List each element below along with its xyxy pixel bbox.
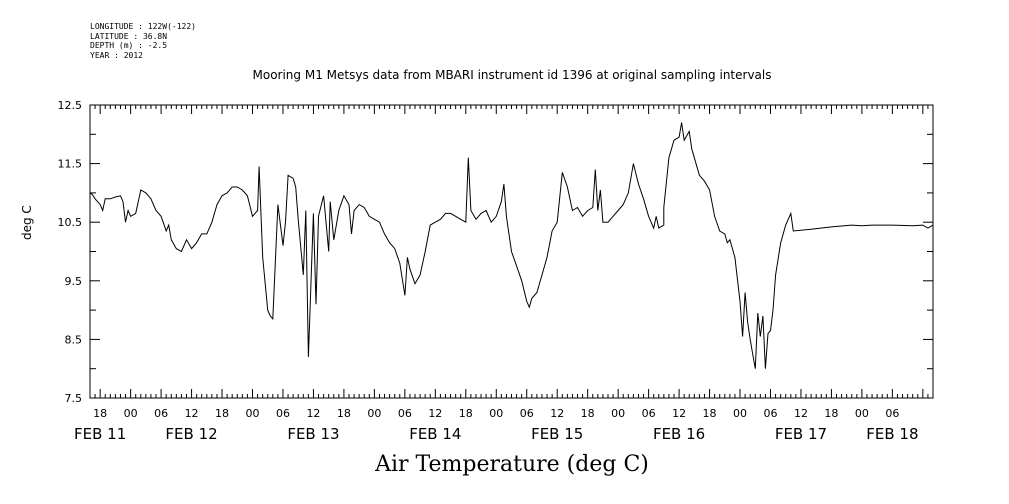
x-tick-label: 00	[367, 407, 381, 420]
metadata-block: LONGITUDE : 122W(-122) LATITUDE : 36.8N …	[90, 22, 196, 60]
latitude-text: LATITUDE : 36.8N	[90, 31, 168, 41]
x-tick-label: 12	[794, 407, 808, 420]
series-line-air-temperature	[89, 122, 934, 369]
depth-text: DEPTH (m) : -2.5	[90, 41, 168, 50]
x-tick-label: 00	[489, 407, 503, 420]
x-date-label: FEB 17	[775, 425, 827, 443]
x-date-label: FEB 14	[409, 425, 461, 443]
y-tick-label: 10.5	[58, 216, 83, 229]
x-date-label: FEB 18	[866, 425, 918, 443]
y-tick-label: 8.5	[65, 333, 83, 346]
x-tick-label: 12	[306, 407, 320, 420]
x-tick-label: 06	[154, 407, 168, 420]
x-tick-label: 12	[672, 407, 686, 420]
x-date-label: FEB 16	[653, 425, 705, 443]
x-tick-label: 06	[520, 407, 534, 420]
x-tick-label: 00	[246, 407, 260, 420]
x-tick-label: 18	[337, 407, 351, 420]
x-tick-label: 06	[642, 407, 656, 420]
x-tick-label: 00	[611, 407, 625, 420]
x-tick-label: 18	[93, 407, 107, 420]
x-tick-label: 06	[763, 407, 777, 420]
x-date-label: FEB 13	[287, 425, 339, 443]
x-tick-label: 18	[459, 407, 473, 420]
x-date-label: FEB 15	[531, 425, 583, 443]
x-tick-label: 12	[185, 407, 199, 420]
x-tick-label: 12	[428, 407, 442, 420]
x-date-label: FEB 11	[74, 425, 126, 443]
x-tick-label: 06	[276, 407, 290, 420]
x-tick-label: 00	[855, 407, 869, 420]
chart-title: Mooring M1 Metsys data from MBARI instru…	[252, 68, 772, 82]
x-tick-label: 12	[550, 407, 564, 420]
year-text: YEAR : 2012	[90, 50, 143, 60]
y-tick-label: 12.5	[58, 99, 83, 112]
x-tick-label: 06	[398, 407, 412, 420]
x-tick-label: 00	[733, 407, 747, 420]
y-tick-label: 11.5	[58, 158, 83, 171]
x-tick-label: 06	[885, 407, 899, 420]
y-tick-label: 9.5	[65, 275, 83, 288]
x-tick-label: 18	[581, 407, 595, 420]
longitude-text: LONGITUDE : 122W(-122)	[90, 22, 196, 31]
y-tick-label: 7.5	[65, 392, 83, 405]
x-tick-label: 18	[824, 407, 838, 420]
x-tick-label: 18	[215, 407, 229, 420]
x-tick-label: 00	[124, 407, 138, 420]
x-tick-label: 18	[703, 407, 717, 420]
x-axis-label: Air Temperature (deg C)	[375, 452, 649, 477]
x-date-label: FEB 12	[165, 425, 217, 443]
